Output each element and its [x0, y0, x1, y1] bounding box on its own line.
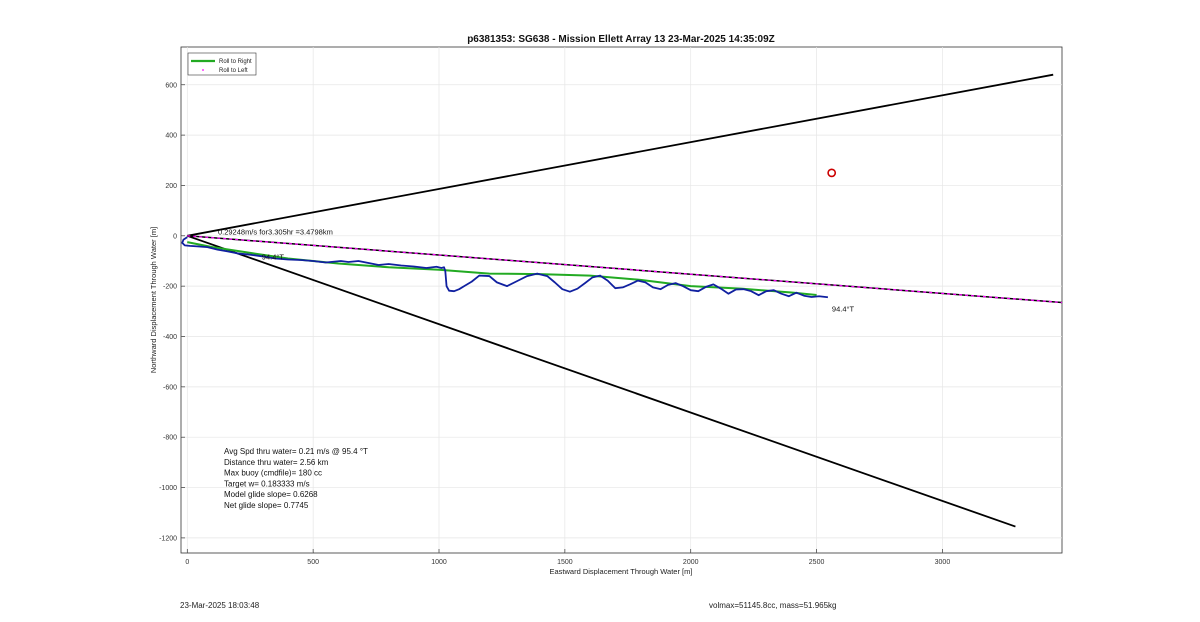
stats-line: Net glide slope= 0.7745	[224, 501, 309, 510]
y-tick-label: -800	[163, 435, 177, 442]
x-tick-label: 500	[307, 559, 319, 566]
x-tick-label: 1500	[557, 559, 573, 566]
y-tick-label: -200	[163, 284, 177, 291]
legend-swatch-roll-left	[202, 69, 204, 71]
y-axis-label: Northward Displacement Through Water [m]	[149, 227, 158, 373]
target-marker	[827, 168, 837, 178]
stats-line: Max buoy (cmdfile)= 180 cc	[224, 469, 322, 478]
stats-line: Model glide slope= 0.6268	[224, 490, 318, 499]
axis-ticks: 0 500 1000 1500 2000 2500 3000-1200-1000-800-6…	[159, 82, 950, 566]
footer-timestamp: 23-Mar-2025 18:03:48	[180, 601, 260, 610]
glider-track-line	[181, 236, 829, 299]
roll-left-dotted-line	[187, 235, 1063, 304]
y-tick-label: 600	[165, 82, 177, 89]
annotation-label: 0.29248m/s for3.305hr =3.4798km	[218, 228, 333, 237]
annotation-label: 94.4°T	[832, 304, 855, 313]
x-axis-label: Eastward Displacement Through Water [m]	[550, 567, 693, 576]
series-layer	[181, 73, 1063, 528]
x-tick-label: 2000	[683, 559, 699, 566]
x-tick-label: 1000	[431, 559, 447, 566]
y-tick-label: 400	[165, 133, 177, 140]
annotations: 0.29248m/s for3.305hr =3.4798km 94.4°T 94.…	[218, 228, 855, 314]
stats-line: Avg Spd thru water= 0.21 m/s @ 95.4 °T	[224, 447, 368, 456]
x-tick-label: 3000	[935, 559, 951, 566]
roll-right-line	[187, 241, 817, 296]
y-tick-label: -1000	[159, 485, 177, 492]
x-tick-label: 2500	[809, 559, 825, 566]
legend: Roll to Right Roll to Left	[187, 52, 257, 76]
chart-title: p6381353: SG638 - Mission Ellett Array 1…	[467, 34, 775, 45]
y-tick-label: -600	[163, 384, 177, 391]
stats-line: Target w= 0.183333 m/s	[224, 479, 310, 488]
y-tick-label: 200	[165, 183, 177, 190]
plot-area	[180, 46, 1063, 554]
legend-label-roll-left: Roll to Left	[219, 68, 248, 74]
legend-box	[187, 52, 257, 76]
cone-upper-line	[187, 73, 1054, 237]
legend-label-roll-right: Roll to Right	[219, 59, 252, 65]
y-tick-label: 0	[173, 233, 177, 240]
y-tick-label: -400	[163, 334, 177, 341]
x-tick-label: 0	[185, 559, 189, 566]
footer-vol-mass: volmax=51145.8cc, mass=51.965kg	[709, 601, 837, 610]
cone-lower-line	[186, 234, 1016, 528]
stats-line: Distance thru water= 2.56 km	[224, 458, 329, 467]
stats-block: Avg Spd thru water= 0.21 m/s @ 95.4 °T Di…	[224, 447, 368, 510]
y-tick-label: -1200	[159, 535, 177, 542]
annotation-label: 94.4°T	[262, 253, 285, 262]
grid-lines	[181, 47, 1062, 553]
